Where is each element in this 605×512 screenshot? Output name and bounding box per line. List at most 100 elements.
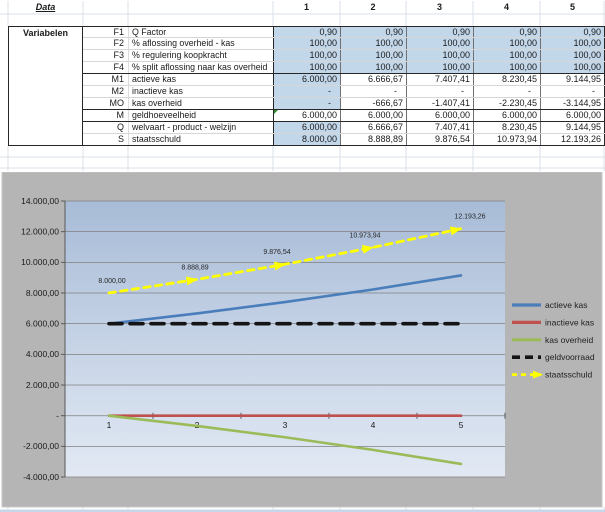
cell[interactable]: 100,00 [340, 50, 406, 61]
cell[interactable]: 100,00 [473, 38, 540, 49]
cell[interactable]: 9.876,54 [406, 134, 473, 145]
row-code[interactable]: Q [116, 122, 124, 132]
comment-indicator-icon [274, 110, 278, 114]
chart-gridlines [61, 200, 506, 478]
row-label[interactable]: % regulering koopkracht [128, 50, 273, 61]
cell[interactable]: 0,90 [406, 27, 473, 37]
chart-series: 8.000,00 8.888,89 9.876,54 10.973,94 12.193,… [98, 214, 486, 466]
cell[interactable]: 7.407,41 [406, 122, 473, 133]
column-header-1[interactable]: 1 [303, 2, 309, 12]
table-row: F4 % split aflossing naar kas overheid 1… [83, 62, 605, 74]
cell[interactable]: - [406, 86, 473, 97]
chart-object[interactable]: 14.000,0012.000,0010.000,008.000,006.000… [0, 172, 605, 512]
row-group-label[interactable]: Variabelen [8, 26, 83, 146]
cell[interactable]: 6.666,67 [340, 122, 406, 133]
table-title[interactable]: Data [35, 2, 56, 12]
cell[interactable]: 12.193,26 [540, 134, 605, 145]
row-label[interactable]: welvaart - product - welzijn [128, 122, 273, 133]
cell[interactable]: 100,00 [406, 62, 473, 73]
row-code[interactable]: M2 [111, 86, 124, 96]
arrow-marker-icon [449, 226, 462, 236]
row-label[interactable]: staatsschuld [128, 134, 273, 145]
cell[interactable]: 100,00 [406, 38, 473, 49]
cell[interactable]: 8.000,00 [273, 134, 340, 145]
cell[interactable]: 100,00 [473, 50, 540, 61]
y-axis-tick-label: 2.000,00 [26, 380, 59, 390]
cell[interactable]: -3.144,95 [540, 98, 605, 109]
row-code[interactable]: MO [109, 98, 125, 108]
cell[interactable]: -1.407,41 [406, 98, 473, 109]
row-code[interactable]: F2 [113, 38, 124, 48]
cell[interactable]: 6.000,00 [473, 110, 540, 121]
cell[interactable]: 100,00 [540, 50, 605, 61]
chart-data-label: 12.193,26 [454, 214, 485, 221]
cell[interactable]: 6.000,00 [540, 110, 605, 121]
cell[interactable]: - [540, 86, 605, 97]
cell[interactable]: 100,00 [273, 38, 340, 49]
cell[interactable]: 7.407,41 [406, 74, 473, 85]
chart-plot-area [65, 201, 505, 478]
cell[interactable]: 100,00 [340, 62, 406, 73]
column-header-3[interactable]: 3 [436, 2, 442, 12]
row-code[interactable]: F4 [113, 62, 124, 72]
cell[interactable]: 100,00 [273, 62, 340, 73]
row-label[interactable]: kas overheid [128, 98, 273, 109]
cell[interactable]: 6.000,00 [340, 110, 406, 121]
row-code[interactable]: F1 [113, 27, 124, 37]
y-axis-tick-label: 8.000,00 [26, 288, 59, 298]
cell[interactable]: 100,00 [473, 62, 540, 73]
column-header-2[interactable]: 2 [370, 2, 376, 12]
cell[interactable]: 100,00 [540, 38, 605, 49]
cell[interactable]: - [473, 86, 540, 97]
cell[interactable]: 100,00 [540, 62, 605, 73]
table-row: F3 % regulering koopkracht 100,00 100,00… [83, 50, 605, 62]
sheet-edge [0, 509, 605, 512]
row-label[interactable]: geldhoeveelheid [128, 110, 273, 121]
cell[interactable]: 10.973,94 [473, 134, 540, 145]
row-label[interactable]: inactieve kas [128, 86, 273, 97]
cell[interactable]: 100,00 [273, 50, 340, 61]
cell[interactable]: 100,00 [406, 50, 473, 61]
row-code[interactable]: F3 [113, 50, 124, 60]
y-axis-tick-label: -4.000,00 [23, 472, 59, 482]
cell[interactable]: 0,90 [540, 27, 605, 37]
cell[interactable]: - [273, 98, 340, 109]
column-header-5[interactable]: 5 [569, 2, 575, 12]
cell[interactable]: - [340, 86, 406, 97]
cell[interactable]: 0,90 [340, 27, 406, 37]
cell[interactable]: 6.000,00 [406, 110, 473, 121]
y-axis-tick-label: 4.000,00 [26, 349, 59, 359]
data-table: Data 1 2 3 4 5 Variabelen F1 Q Factor 0,… [8, 2, 605, 146]
cell[interactable]: 6.000,00 [273, 122, 340, 133]
cell[interactable]: 6.000,00 [273, 74, 340, 85]
row-label[interactable]: % split aflossing naar kas overheid [128, 62, 273, 73]
chart-data-label: 9.876,54 [263, 249, 290, 256]
row-label[interactable]: Q Factor [128, 27, 273, 37]
arrow-marker-icon [185, 276, 198, 286]
x-axis-tick-label: 4 [371, 420, 376, 430]
cell[interactable]: 6.666,67 [340, 74, 406, 85]
cell[interactable]: 0,90 [273, 27, 340, 37]
cell[interactable]: - [273, 86, 340, 97]
cell[interactable]: 6.000,00 [273, 110, 340, 121]
cell[interactable]: -2.230,45 [473, 98, 540, 109]
row-label[interactable]: actieve kas [128, 74, 273, 85]
chart-data-label: 8.888,89 [181, 264, 208, 271]
row-code[interactable]: M1 [111, 74, 124, 84]
cell[interactable]: 100,00 [340, 38, 406, 49]
cell[interactable]: 8.888,89 [340, 134, 406, 145]
cell[interactable]: 8.230,45 [473, 122, 540, 133]
cell[interactable]: 8.230,45 [473, 74, 540, 85]
y-axis-tick-label: - [56, 410, 59, 420]
table-row: M1 actieve kas 6.000,00 6.666,67 7.407,4… [83, 74, 605, 86]
row-label[interactable]: % aflossing overheid - kas [128, 38, 273, 49]
row-code[interactable]: S [117, 134, 124, 144]
cell[interactable]: 9.144,95 [540, 74, 605, 85]
cell[interactable]: 0,90 [473, 27, 540, 37]
cell[interactable]: -666,67 [340, 98, 406, 109]
spacer-row [8, 14, 605, 26]
column-header-4[interactable]: 4 [503, 2, 509, 12]
cell[interactable]: 9.144,95 [540, 122, 605, 133]
row-code[interactable]: M [116, 110, 125, 120]
legend-item-label: kas overheid [545, 335, 593, 345]
